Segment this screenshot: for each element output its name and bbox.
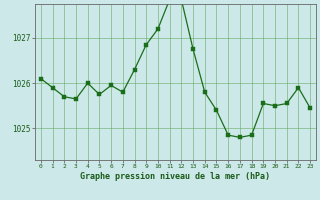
X-axis label: Graphe pression niveau de la mer (hPa): Graphe pression niveau de la mer (hPa) [81, 172, 270, 181]
